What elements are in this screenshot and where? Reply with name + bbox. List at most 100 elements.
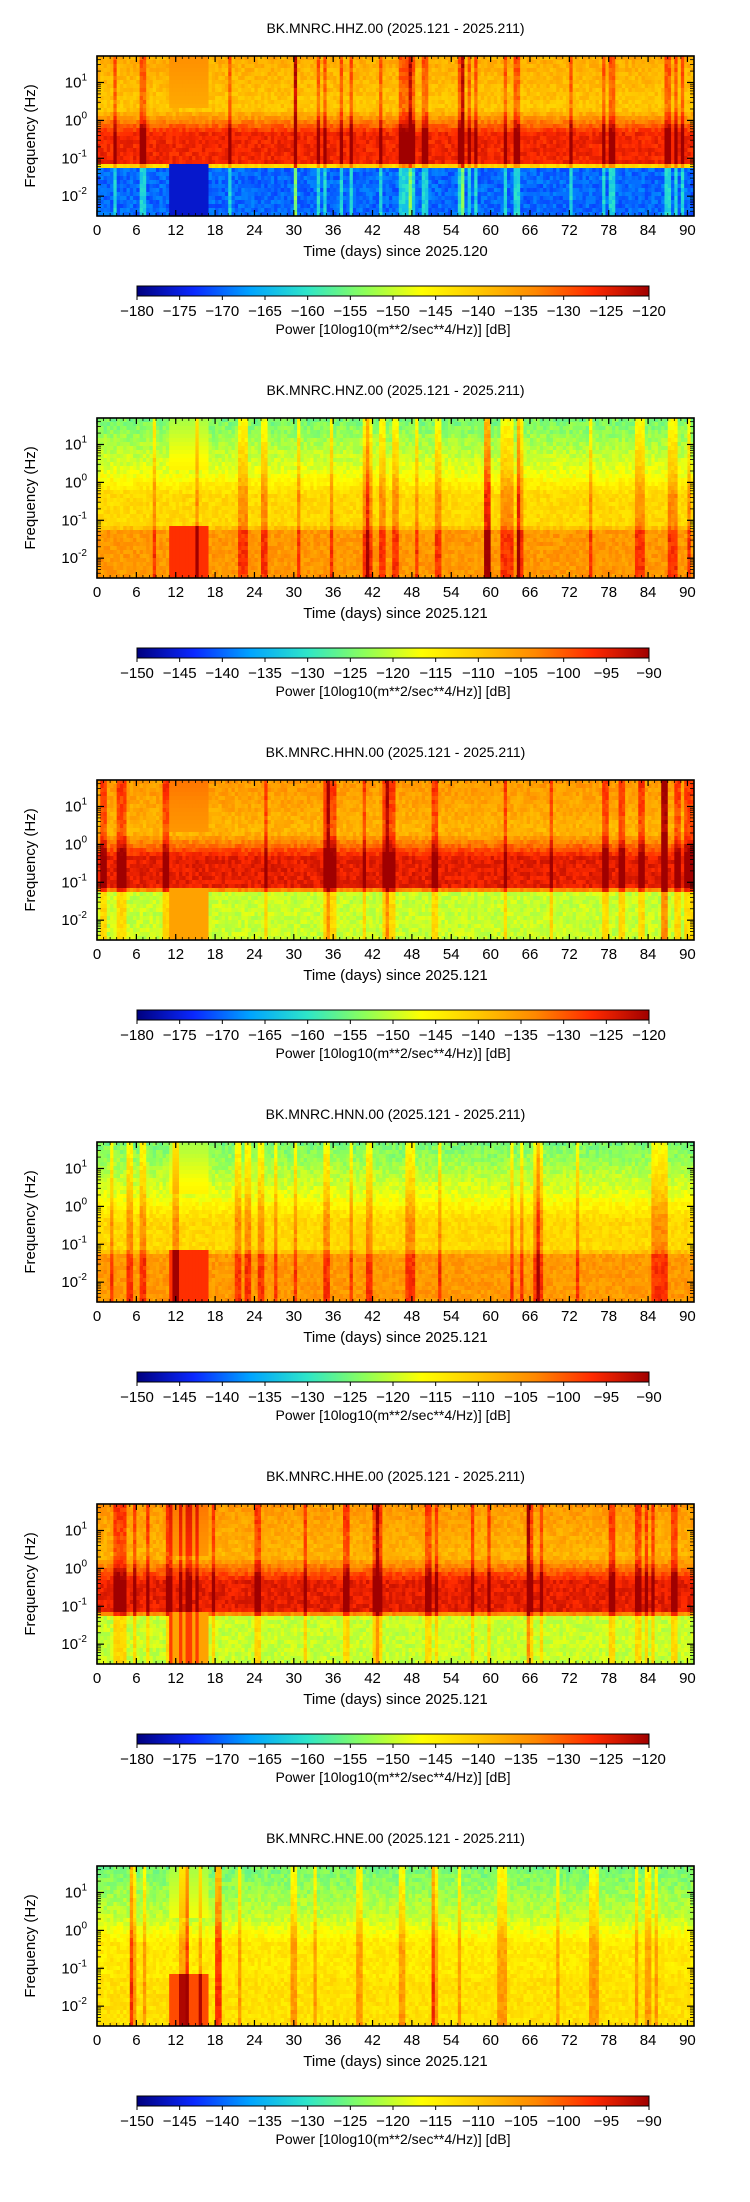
- y-axis-label: Frequency (Hz): [22, 808, 39, 911]
- colorbar-tick-label: −155: [333, 303, 367, 320]
- x-tick-label: 6: [132, 1670, 140, 1687]
- colorbar-tick-label: −130: [291, 2113, 325, 2130]
- colorbar-tick-label: −155: [333, 1027, 367, 1044]
- colorbar-tick-label: −135: [248, 1389, 282, 1406]
- x-tick-label: 90: [679, 946, 696, 963]
- colorbar-tick-label: −140: [205, 2113, 239, 2130]
- colorbar-tick-label: −110: [462, 665, 495, 682]
- colorbar-tick-label: −100: [547, 1389, 581, 1406]
- x-tick-label: 54: [443, 1670, 460, 1687]
- y-tick-label: 100: [65, 1196, 88, 1215]
- spectrogram-image: [97, 56, 695, 217]
- colorbar-tick-label: −120: [376, 2113, 410, 2130]
- x-tick-label: 30: [285, 584, 302, 601]
- y-tick-label: 100: [65, 110, 88, 129]
- x-tick-label: 12: [167, 1308, 184, 1325]
- colorbar-tick-label: −170: [205, 303, 239, 320]
- y-tick-label: 10-1: [61, 872, 87, 891]
- colorbar-label: Power [10log10(m**2/sec**4/Hz)] [dB]: [276, 1045, 511, 1061]
- colorbar-tick-label: −150: [120, 665, 154, 682]
- x-tick-label: 12: [167, 1670, 184, 1687]
- colorbar-tick-label: −145: [163, 1389, 197, 1406]
- colorbar-tick-label: −160: [291, 303, 325, 320]
- x-tick-label: 36: [325, 584, 342, 601]
- x-tick-label: 18: [207, 1308, 224, 1325]
- x-tick-label: 54: [443, 1308, 460, 1325]
- y-tick-label: 100: [65, 1558, 88, 1577]
- colorbar-tick-label: −95: [594, 1389, 619, 1406]
- x-tick-label: 60: [482, 946, 499, 963]
- colorbar-tick-label: −120: [632, 1027, 666, 1044]
- colorbar-tick-label: −130: [547, 303, 581, 320]
- colorbar-tick-label: −120: [376, 1389, 410, 1406]
- spectrogram-image: [97, 1142, 695, 1303]
- x-tick-label: 6: [132, 946, 140, 963]
- y-tick-label: 100: [65, 1920, 88, 1939]
- x-tick-label: 18: [207, 2032, 224, 2049]
- y-tick-label: 101: [65, 1158, 88, 1177]
- x-tick-label: 48: [404, 222, 421, 239]
- x-tick-label: 78: [600, 2032, 617, 2049]
- spectrogram-image: [97, 780, 695, 941]
- x-tick-label: 6: [132, 584, 140, 601]
- y-tick-label: 10-1: [61, 1596, 87, 1615]
- y-axis-label: Frequency (Hz): [22, 1170, 39, 1273]
- colorbar-tick-label: −165: [248, 1027, 282, 1044]
- x-tick-label: 6: [132, 1308, 140, 1325]
- colorbar-label: Power [10log10(m**2/sec**4/Hz)] [dB]: [276, 1769, 511, 1785]
- x-tick-label: 48: [404, 1670, 421, 1687]
- y-axis-label: Frequency (Hz): [22, 1894, 39, 1997]
- spectrogram-image: [97, 1866, 695, 2027]
- colorbar-tick-label: −105: [504, 2113, 538, 2130]
- colorbar-tick-label: −135: [504, 1027, 538, 1044]
- x-tick-label: 60: [482, 1308, 499, 1325]
- y-tick-label: 101: [65, 72, 88, 91]
- y-tick-label: 101: [65, 1520, 88, 1539]
- colorbar-tick-label: −135: [504, 303, 538, 320]
- colorbar: [137, 2096, 649, 2106]
- x-tick-label: 84: [640, 584, 657, 601]
- x-tick-label: 0: [93, 1670, 101, 1687]
- colorbar-tick-label: −125: [589, 1027, 623, 1044]
- x-tick-label: 78: [600, 946, 617, 963]
- x-tick-label: 0: [93, 584, 101, 601]
- y-tick-label: 100: [65, 472, 88, 491]
- colorbar-tick-label: −130: [547, 1751, 581, 1768]
- colorbar-tick-label: −140: [461, 1751, 495, 1768]
- x-tick-label: 36: [325, 222, 342, 239]
- chart-title: BK.MNRC.HNE.00 (2025.121 - 2025.211): [266, 1830, 525, 1846]
- colorbar-tick-label: −125: [333, 1389, 367, 1406]
- x-tick-label: 54: [443, 946, 460, 963]
- colorbar-tick-label: −95: [594, 2113, 619, 2130]
- x-tick-label: 78: [600, 222, 617, 239]
- colorbar-tick-label: −160: [291, 1027, 325, 1044]
- colorbar-tick-label: −140: [205, 1389, 239, 1406]
- x-tick-label: 36: [325, 1308, 342, 1325]
- colorbar-tick-label: −100: [547, 2113, 581, 2130]
- x-tick-label: 18: [207, 584, 224, 601]
- colorbar-tick-label: −105: [504, 665, 538, 682]
- y-tick-label: 10-2: [61, 548, 87, 567]
- x-tick-label: 78: [600, 1308, 617, 1325]
- colorbar: [137, 648, 649, 658]
- colorbar-tick-label: −140: [461, 1027, 495, 1044]
- colorbar-tick-label: −180: [120, 1027, 154, 1044]
- colorbar-tick-label: −150: [120, 1389, 154, 1406]
- colorbar-tick-label: −175: [163, 1751, 197, 1768]
- x-tick-label: 24: [246, 1670, 263, 1687]
- colorbar-tick-label: −130: [547, 1027, 581, 1044]
- x-tick-label: 54: [443, 2032, 460, 2049]
- y-tick-label: 101: [65, 434, 88, 453]
- x-tick-label: 12: [167, 222, 184, 239]
- colorbar-tick-label: −150: [120, 2113, 154, 2130]
- x-tick-label: 78: [600, 1670, 617, 1687]
- x-axis-label: Time (days) since 2025.121: [303, 2053, 488, 2070]
- colorbar-tick-label: −125: [333, 2113, 367, 2130]
- colorbar: [137, 1734, 649, 1744]
- y-tick-label: 10-2: [61, 1272, 87, 1291]
- x-tick-label: 24: [246, 222, 263, 239]
